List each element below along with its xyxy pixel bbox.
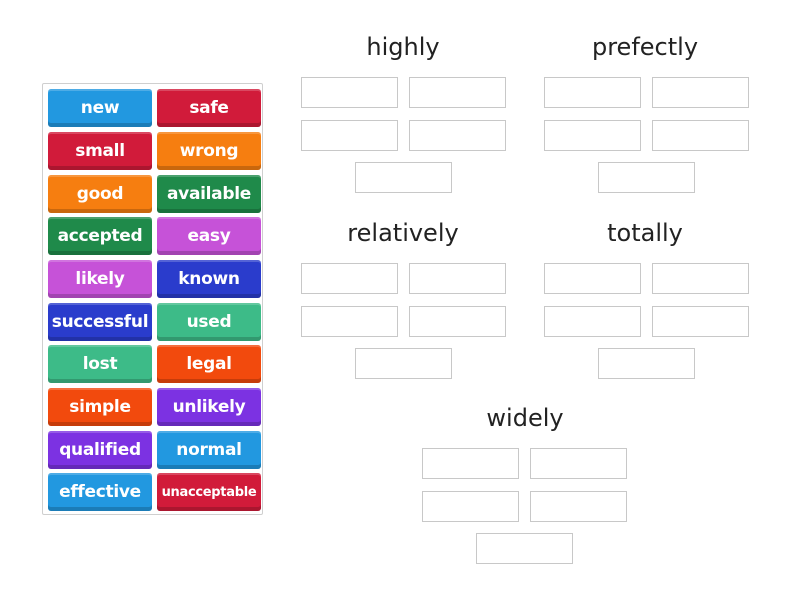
- word-tile-known[interactable]: known: [157, 260, 261, 298]
- drop-slot[interactable]: [409, 77, 506, 108]
- word-tile-simple[interactable]: simple: [48, 388, 152, 426]
- drop-slot[interactable]: [598, 162, 695, 193]
- word-tile-new[interactable]: new: [48, 89, 152, 127]
- drop-slot[interactable]: [652, 306, 749, 337]
- group-title: relatively: [347, 219, 459, 247]
- drop-slot[interactable]: [652, 263, 749, 294]
- word-tile-lost[interactable]: lost: [48, 345, 152, 383]
- word-bank: new safe small wrong good available accepted ea…: [42, 83, 263, 515]
- word-tile-wrong[interactable]: wrong: [157, 132, 261, 170]
- word-tile-unacceptable[interactable]: unacceptable: [157, 473, 261, 511]
- drop-slot[interactable]: [476, 533, 573, 564]
- drop-slot[interactable]: [409, 306, 506, 337]
- word-tile-accepted[interactable]: accepted: [48, 217, 152, 255]
- drop-slot[interactable]: [652, 77, 749, 108]
- word-tile-unlikely[interactable]: unlikely: [157, 388, 261, 426]
- group-title: totally: [607, 219, 683, 247]
- group-title: highly: [366, 33, 440, 61]
- group-title: prefectly: [591, 33, 699, 61]
- drop-slot[interactable]: [544, 306, 641, 337]
- drop-slot[interactable]: [422, 491, 519, 522]
- drop-slot[interactable]: [301, 263, 398, 294]
- drop-slot[interactable]: [301, 120, 398, 151]
- drop-slot[interactable]: [422, 448, 519, 479]
- drop-slot[interactable]: [598, 348, 695, 379]
- word-tile-successful[interactable]: successful: [48, 303, 152, 341]
- drop-slot[interactable]: [652, 120, 749, 151]
- drop-slot[interactable]: [355, 162, 452, 193]
- drop-slot[interactable]: [530, 448, 627, 479]
- word-tile-small[interactable]: small: [48, 132, 152, 170]
- word-tile-likely[interactable]: likely: [48, 260, 152, 298]
- drop-slot[interactable]: [409, 263, 506, 294]
- word-tile-used[interactable]: used: [157, 303, 261, 341]
- drop-slot[interactable]: [409, 120, 506, 151]
- word-tile-safe[interactable]: safe: [157, 89, 261, 127]
- drop-slot[interactable]: [301, 77, 398, 108]
- word-tile-available[interactable]: available: [157, 175, 261, 213]
- word-tile-good[interactable]: good: [48, 175, 152, 213]
- drop-slot[interactable]: [544, 120, 641, 151]
- drop-slot[interactable]: [544, 263, 641, 294]
- word-tile-easy[interactable]: easy: [157, 217, 261, 255]
- drop-slot[interactable]: [301, 306, 398, 337]
- word-tile-legal[interactable]: legal: [157, 345, 261, 383]
- group-title: widely: [486, 404, 564, 432]
- drop-slot[interactable]: [355, 348, 452, 379]
- word-tile-normal[interactable]: normal: [157, 431, 261, 469]
- drop-slot[interactable]: [530, 491, 627, 522]
- word-tile-qualified[interactable]: qualified: [48, 431, 152, 469]
- drop-slot[interactable]: [544, 77, 641, 108]
- word-tile-effective[interactable]: effective: [48, 473, 152, 511]
